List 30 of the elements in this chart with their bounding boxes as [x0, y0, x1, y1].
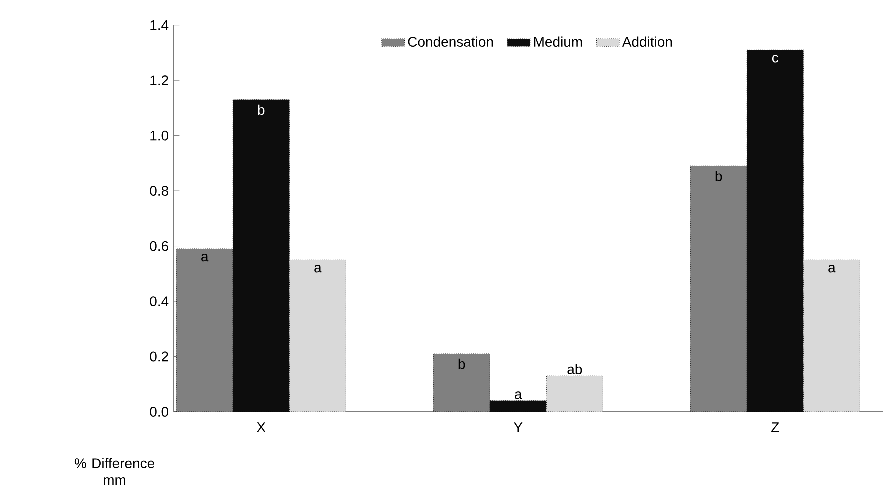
bar [746, 50, 804, 412]
x-tick-label: Y [514, 422, 523, 432]
data-label: a [202, 254, 209, 262]
y-tick-label: 1.2 [150, 76, 168, 86]
y-tick-label: 0.0 [150, 407, 169, 417]
data-label: b [716, 171, 722, 182]
data-label: ab [568, 364, 582, 374]
y-tick-label: 0.8 [150, 186, 168, 196]
x-axis-title: % Difference mm [74, 458, 154, 486]
bar [490, 400, 547, 412]
data-label: b [458, 358, 466, 370]
x-tick-label: Z [772, 422, 780, 432]
x-tick-label: X [257, 422, 266, 432]
y-tick-label: 1.4 [150, 20, 169, 30]
data-label: a [314, 265, 322, 273]
legend-label: Medium [534, 36, 582, 48]
bar [176, 248, 234, 412]
bar [690, 166, 748, 412]
bar [232, 100, 290, 412]
data-label: a [515, 392, 522, 400]
y-tick-label: 0.2 [150, 352, 168, 362]
y-tick-label: 0.6 [150, 241, 168, 252]
bar [433, 354, 490, 412]
y-tick-label: 1.0 [150, 130, 169, 141]
y-tick-label: 0.4 [150, 296, 169, 306]
data-label: b [258, 104, 265, 116]
legend-label: Condensation [408, 36, 494, 48]
data-label: c [772, 55, 779, 63]
legend-label: Addition [622, 36, 672, 48]
data-label: a [828, 265, 836, 273]
